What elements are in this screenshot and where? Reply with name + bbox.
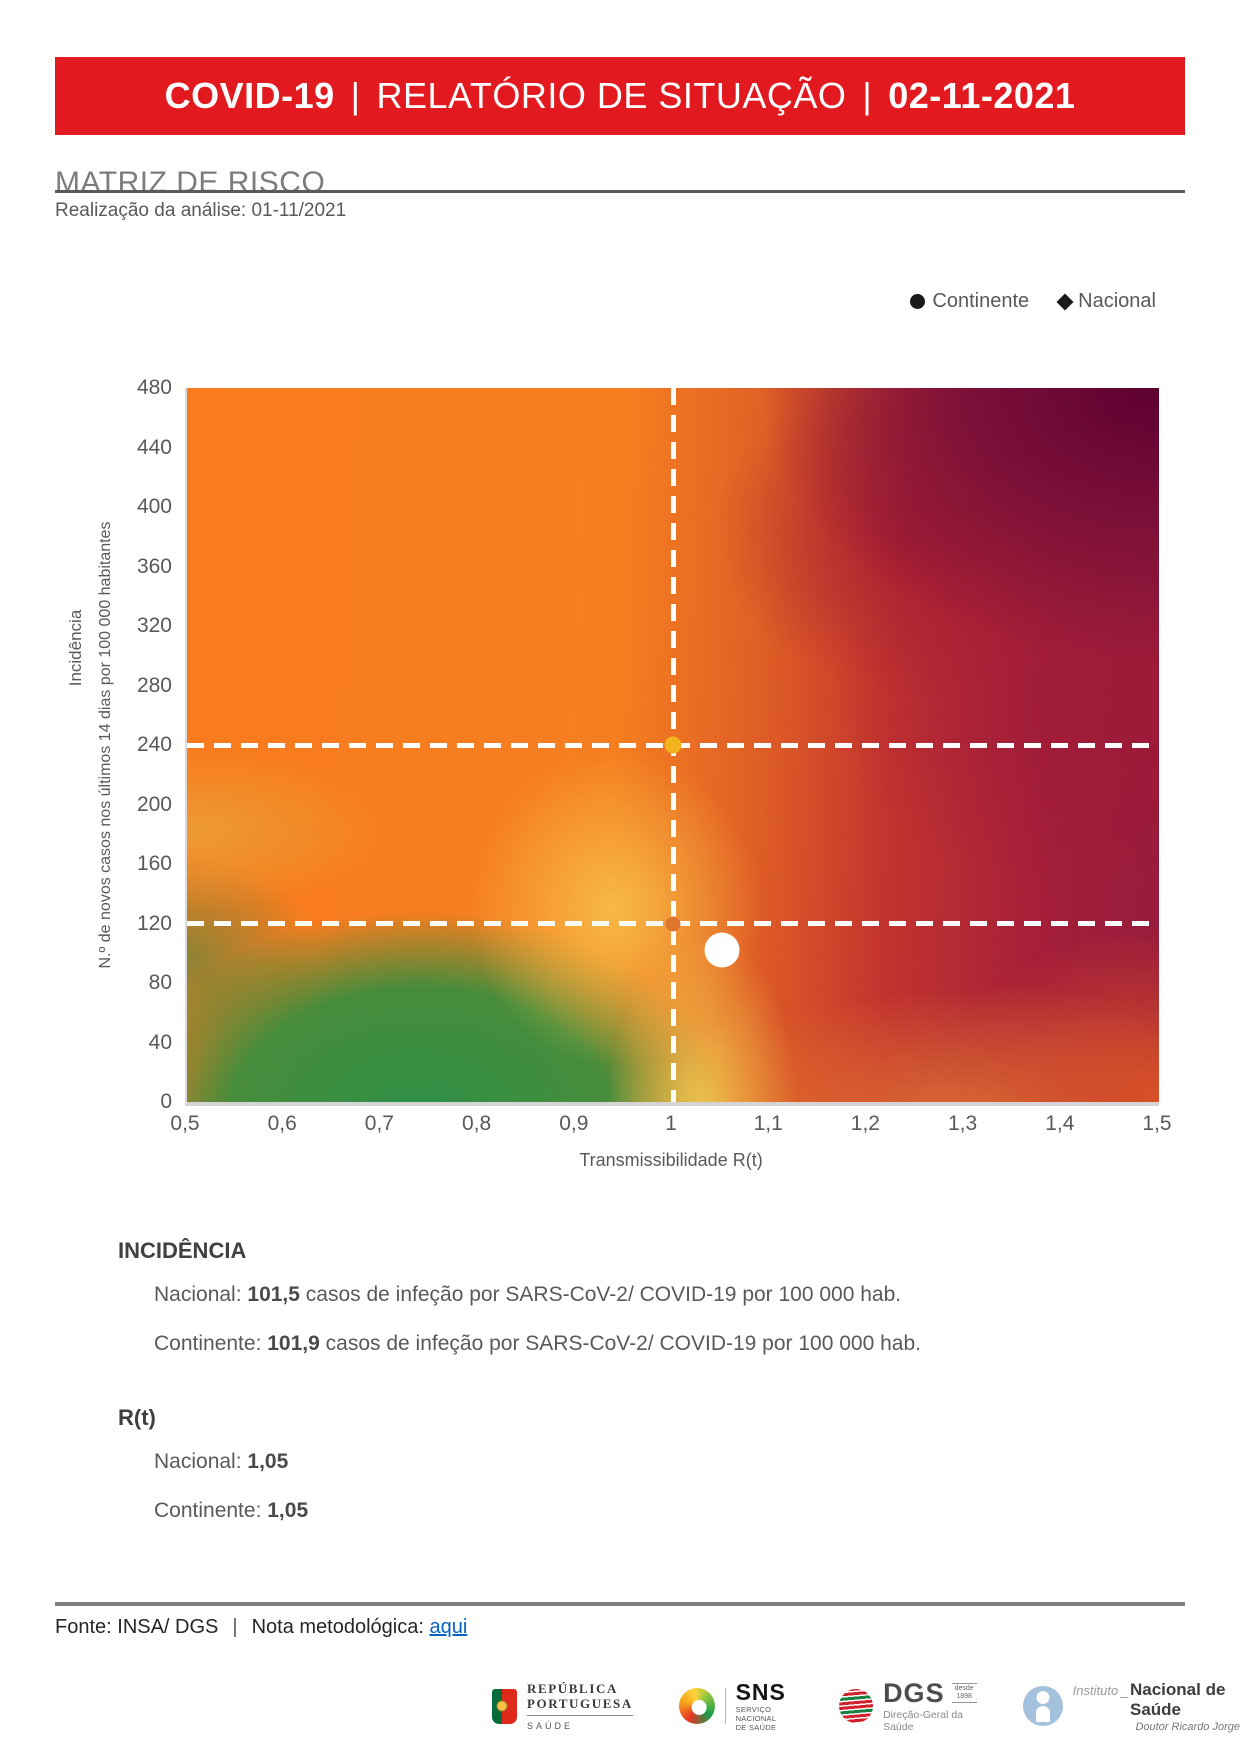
logo-sns: SNS SERVIÇO NACIONAL DE SAÚDE [678,1678,793,1732]
x-axis-ticks: 0,5 0,6 0,7 0,8 0,9 1 1,1 1,2 1,3 1,4 1,5 [170,1112,1171,1142]
sns-divider [724,1688,726,1724]
y-tick-label: 0 [160,1090,172,1113]
legend-item-continente: Continente [910,290,1029,313]
incidence-nacional-value: 101,5 [247,1283,300,1306]
page-title: MATRIZ DE RISCO [55,166,326,200]
rt-section: R(t) Nacional: 1,05 Continente: 1,05 [118,1405,308,1545]
incidence-continente-rest: casos de infeção por SARS-CoV-2/ COVID-1… [319,1332,921,1355]
sns-sub2: DE SAÚDE [735,1722,777,1732]
threshold-intersection-dot [664,736,682,754]
x-tick-label: 0,5 [170,1112,200,1135]
insa-prefix: Instituto [1072,1682,1119,1698]
legend-item-nacional: Nacional [1056,290,1156,313]
title-divider [55,190,1185,193]
insa-subtitle: Doutor Ricardo Jorge [1135,1720,1240,1733]
incidence-nacional-rest: casos de infeção por SARS-CoV-2/ COVID-1… [299,1283,902,1306]
banner-covid-label: COVID-19 [164,75,335,116]
banner-report-title: RELATÓRIO DE SITUAÇÃO [376,75,847,116]
insa-name: Nacional de Saúde [1129,1679,1226,1719]
y-axis-ticks: 480 440 400 360 320 280 240 200 160 120 80 40 0 [108,374,172,1116]
republica-line1: REPÚBLICA [527,1681,618,1696]
portugal-flag-icon [492,1688,517,1724]
x-tick-label: 1,3 [947,1112,978,1135]
logo-dgs: DGS desde 1898 Direção-Geral da Saúde [839,1677,977,1733]
x-tick-label: 0,8 [461,1112,492,1135]
dgs-name: DGS [883,1677,945,1708]
insa-underscore: _ [1120,1681,1128,1698]
incidence-continente-value: 101,9 [267,1332,320,1355]
chart-legend: Continente Nacional [910,290,1156,313]
rt-nacional-label: Nacional: [154,1450,248,1473]
x-tick-label: 1,2 [850,1112,880,1135]
analysis-date: Realização da análise: 01-11/2021 [55,200,347,221]
incidence-heading: INCIDÊNCIA [118,1238,247,1263]
threshold-intersection-dot [665,916,681,931]
footer-logos: REPÚBLICA PORTUGUESA SAÚDE SNS SERVIÇO N… [492,1666,1240,1746]
incidence-nacional-line: Nacional: 101,5 casos de infeção por SAR… [118,1280,921,1310]
dgs-desde-label: desde [954,1684,974,1692]
y-tick-label: 160 [136,852,172,875]
y-tick-label: 440 [136,435,172,459]
x-tick-label: 0,7 [364,1112,394,1135]
dgs-subtitle: Direção-Geral da Saúde [883,1708,964,1733]
fonte-label: Fonte: INSA/ DGS [55,1616,219,1638]
y-tick-label: 200 [136,792,172,816]
incidence-nacional-label: Nacional: [154,1283,248,1306]
republica-divider [527,1715,633,1716]
banner-date: 02-11-2021 [888,75,1076,116]
incidence-continente-label: Continente: [154,1332,268,1355]
rt-nacional-value: 1,05 [247,1450,289,1473]
rt-continente-label: Continente: [154,1499,268,1522]
y-tick-label: 40 [148,1030,172,1054]
insa-icon [1022,1686,1063,1726]
sns-icon [678,1688,715,1724]
y-tick-label: 320 [136,614,172,637]
y-tick-label: 240 [136,733,172,756]
incidence-section: INCIDÊNCIA Nacional: 101,5 casos de infe… [118,1238,921,1378]
footer-divider [55,1602,1185,1606]
nota-label: Nota metodológica: [251,1616,430,1638]
incidence-continente-line: Continente: 101,9 casos de infeção por S… [118,1329,921,1359]
y-tick-label: 400 [136,495,172,518]
report-banner: COVID-19 | RELATÓRIO DE SITUAÇÃO | 02-11… [55,57,1185,135]
rt-continente-line: Continente: 1,05 [118,1496,308,1526]
y-tick-label: 480 [136,376,172,399]
x-tick-label: 1,4 [1045,1112,1075,1135]
x-tick-label: 1,1 [753,1112,783,1135]
banner-separator: | [350,75,361,116]
y-tick-label: 360 [136,554,172,578]
y-tick-label: 120 [136,911,172,935]
methodology-link[interactable]: aqui [429,1616,468,1638]
x-tick-label: 0,6 [267,1112,297,1135]
logo-insa: Instituto _ Nacional de Saúde Doutor Ric… [1022,1679,1240,1733]
data-point-continente [704,932,740,968]
x-tick-label: 1,5 [1142,1112,1172,1135]
rt-continente-value: 1,05 [267,1499,309,1522]
legend-label-nacional: Nacional [1078,290,1156,312]
rt-nacional-line: Nacional: 1,05 [118,1447,308,1477]
republica-saude-label: SAÚDE [527,1721,574,1731]
footer-source: Fonte: INSA/ DGS | Nota metodológica: aqui [55,1616,467,1639]
sns-sub1: SERVIÇO NACIONAL [735,1704,777,1723]
legend-label-continente: Continente [932,290,1030,312]
plot-area [185,388,1159,1106]
rt-heading: R(t) [118,1405,156,1430]
diamond-marker-icon [1056,293,1074,310]
logo-republica-portuguesa: REPÚBLICA PORTUGUESA SAÚDE [492,1681,633,1731]
dgs-year: 1898 [956,1692,972,1700]
circle-marker-icon [910,294,926,309]
y-tick-label: 280 [136,673,172,697]
banner-separator: | [862,75,873,116]
x-axis-title: Transmissibilidade R(t) [579,1150,763,1170]
dgs-globe-icon [839,1689,874,1723]
footer-separator: | [232,1616,238,1638]
x-tick-label: 1 [665,1112,677,1135]
republica-line2: PORTUGUESA [527,1696,633,1711]
y-axis-label-incidencia: Incidência [66,609,85,687]
sns-name: SNS [735,1678,786,1705]
x-tick-label: 0,9 [559,1112,589,1135]
y-tick-label: 80 [148,971,172,994]
